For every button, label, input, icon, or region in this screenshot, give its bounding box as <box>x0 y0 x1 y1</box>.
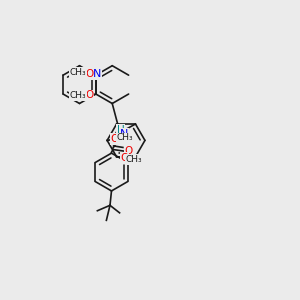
Text: CH₃: CH₃ <box>116 133 133 142</box>
Text: O: O <box>85 69 94 79</box>
Text: CH₃: CH₃ <box>126 155 142 164</box>
Text: CH₃: CH₃ <box>70 92 86 100</box>
Text: O: O <box>111 134 119 144</box>
Text: H: H <box>117 125 125 135</box>
Text: N: N <box>93 69 101 79</box>
Text: O: O <box>125 146 133 156</box>
Text: CH₃: CH₃ <box>70 68 86 77</box>
Text: N: N <box>120 129 129 139</box>
Text: O: O <box>120 153 128 163</box>
Text: O: O <box>85 90 94 100</box>
